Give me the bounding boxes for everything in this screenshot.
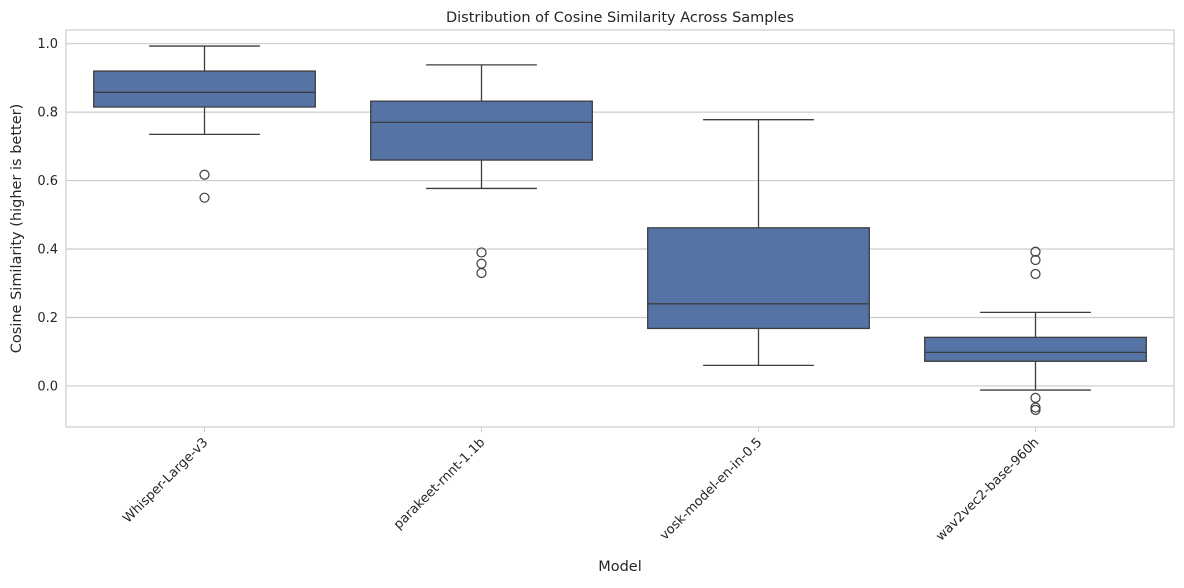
- plot-frame: [65, 29, 1175, 428]
- y-tick-labels: 0.0 0.2 0.4 0.6 0.8 1.0: [37, 37, 58, 394]
- outlier-point: [1030, 254, 1041, 266]
- y-tick-label: 0.4: [37, 243, 58, 258]
- y-tick-label: 0.0: [37, 379, 58, 394]
- outlier-point: [476, 247, 487, 258]
- box-group: [924, 246, 1147, 415]
- y-axis-title: Cosine Similarity (higher is better): [9, 104, 25, 353]
- y-tick-label: 0.2: [37, 311, 58, 326]
- y-tick-label: 0.8: [37, 106, 58, 121]
- box-group: [370, 64, 593, 279]
- outlier-point: [1030, 404, 1041, 415]
- outlier-point: [1030, 246, 1041, 257]
- chart-title: Distribution of Cosine Similarity Across…: [446, 10, 794, 26]
- box-iqr: [924, 336, 1147, 362]
- box-group: [93, 45, 316, 203]
- boxes: [93, 45, 1147, 415]
- outlier-point: [199, 192, 210, 203]
- outlier-point: [199, 169, 210, 180]
- box-iqr: [93, 70, 316, 108]
- outlier-point: [476, 267, 487, 279]
- box-group: [647, 119, 870, 367]
- y-tick-label: 1.0: [37, 37, 58, 52]
- x-axis-title: Model: [598, 559, 642, 575]
- outlier-point: [1030, 268, 1041, 280]
- box-iqr: [370, 100, 593, 161]
- y-tick-label: 0.6: [37, 174, 58, 189]
- grid-lines: [66, 43, 1174, 387]
- box-iqr: [647, 227, 870, 330]
